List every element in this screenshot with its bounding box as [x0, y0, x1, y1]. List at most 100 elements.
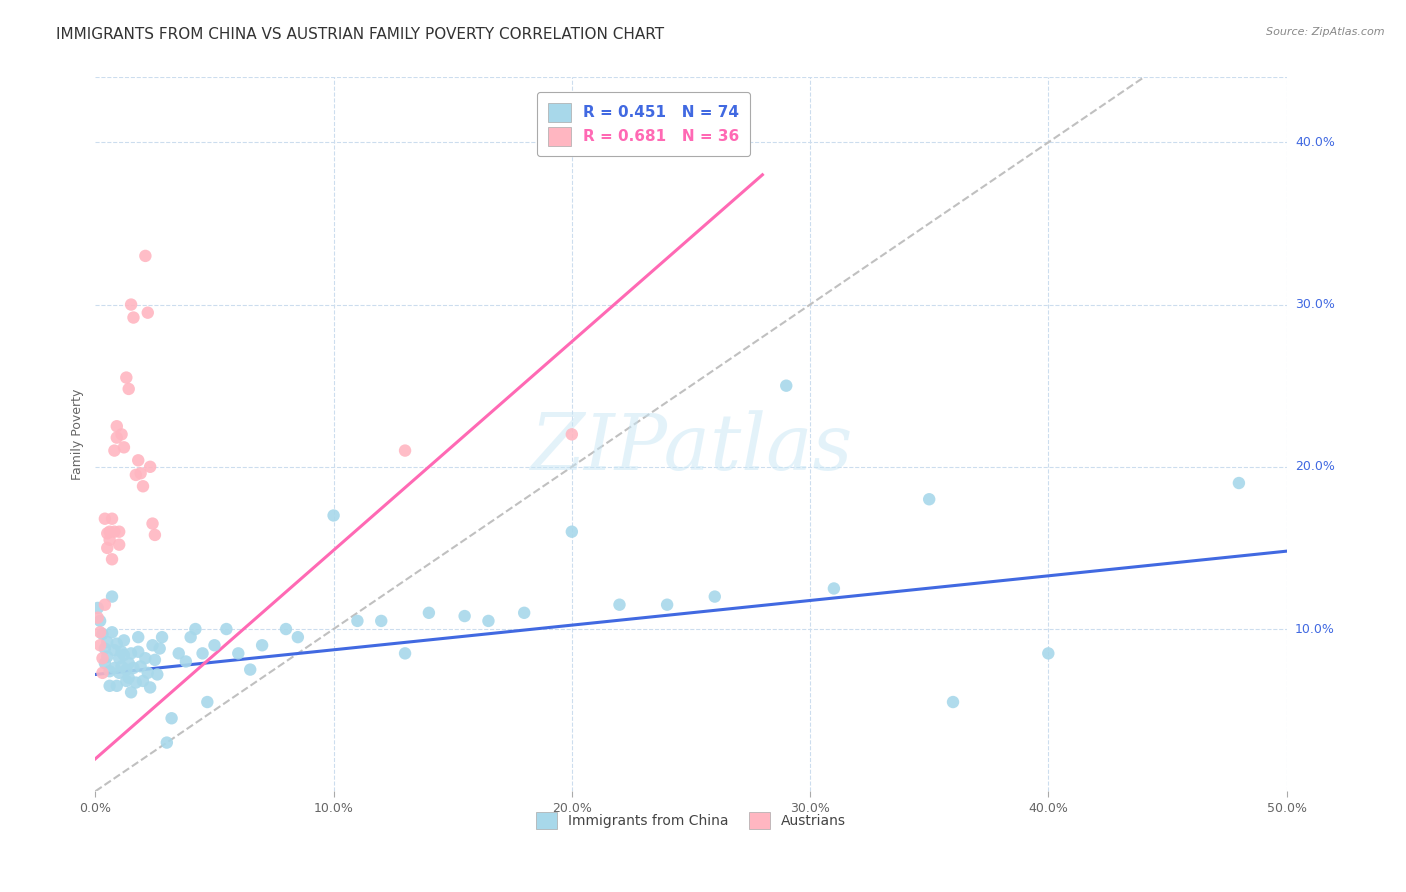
Point	[108, 651, 131, 665]
Point	[98, 664, 121, 678]
Point	[94, 656, 117, 670]
Point	[118, 382, 141, 396]
Point	[120, 297, 142, 311]
Point	[180, 630, 202, 644]
Point	[160, 711, 183, 725]
Point	[98, 533, 121, 547]
Text: ZIPatlas: ZIPatlas	[530, 410, 852, 487]
Point	[87, 610, 110, 624]
Point	[103, 443, 125, 458]
Point	[141, 638, 163, 652]
Point	[105, 679, 128, 693]
Point	[108, 524, 131, 539]
Point	[105, 637, 128, 651]
Point	[453, 609, 475, 624]
Point	[136, 665, 159, 680]
Point	[94, 598, 117, 612]
Point	[115, 370, 138, 384]
Point	[103, 524, 125, 539]
Point	[101, 512, 124, 526]
Text: 10.0%: 10.0%	[1295, 623, 1334, 635]
Point	[239, 663, 262, 677]
Point	[101, 625, 124, 640]
Point	[184, 622, 207, 636]
Point	[394, 646, 416, 660]
Point	[112, 648, 135, 662]
Point	[120, 685, 142, 699]
Point	[1227, 476, 1250, 491]
Legend: Immigrants from China, Austrians: Immigrants from China, Austrians	[530, 806, 852, 834]
Point	[101, 552, 124, 566]
Text: 20.0%: 20.0%	[1295, 460, 1334, 474]
Point	[195, 695, 218, 709]
Point	[98, 679, 121, 693]
Point	[105, 419, 128, 434]
Point	[703, 590, 725, 604]
Point	[110, 659, 132, 673]
Point	[226, 646, 249, 660]
Point	[127, 645, 149, 659]
Point	[561, 524, 583, 539]
Point	[322, 508, 344, 523]
Point	[141, 516, 163, 531]
Point	[118, 656, 141, 670]
Point	[775, 378, 797, 392]
Point	[115, 663, 138, 677]
Point	[110, 427, 132, 442]
Text: IMMIGRANTS FROM CHINA VS AUSTRIAN FAMILY POVERTY CORRELATION CHART: IMMIGRANTS FROM CHINA VS AUSTRIAN FAMILY…	[56, 27, 665, 42]
Point	[477, 614, 499, 628]
Point	[215, 622, 238, 636]
Point	[96, 541, 118, 555]
Point	[129, 659, 152, 673]
Point	[89, 625, 111, 640]
Point	[132, 479, 155, 493]
Point	[609, 598, 631, 612]
Text: Source: ZipAtlas.com: Source: ZipAtlas.com	[1267, 27, 1385, 37]
Point	[101, 590, 124, 604]
Text: 30.0%: 30.0%	[1295, 298, 1334, 311]
Point	[94, 641, 117, 656]
Point	[274, 622, 297, 636]
Point	[125, 467, 148, 482]
Point	[91, 651, 114, 665]
Point	[174, 655, 197, 669]
Point	[108, 665, 131, 680]
Point	[823, 582, 845, 596]
Point	[139, 459, 162, 474]
Point	[110, 645, 132, 659]
Point	[103, 643, 125, 657]
Point	[139, 681, 162, 695]
Point	[134, 249, 156, 263]
Point	[122, 310, 145, 325]
Point	[204, 638, 226, 652]
Point	[108, 538, 131, 552]
Point	[89, 614, 111, 628]
Point	[120, 646, 142, 660]
Point	[118, 671, 141, 685]
Point	[287, 630, 309, 644]
Text: 40.0%: 40.0%	[1295, 136, 1334, 149]
Point	[134, 651, 156, 665]
Point	[94, 512, 117, 526]
Point	[1038, 646, 1060, 660]
Point	[942, 695, 965, 709]
Point	[96, 526, 118, 541]
Point	[125, 675, 148, 690]
Point	[143, 653, 166, 667]
Point	[89, 638, 111, 652]
Point	[146, 667, 169, 681]
Point	[418, 606, 440, 620]
Point	[918, 492, 941, 507]
Point	[370, 614, 392, 628]
Point	[115, 673, 138, 688]
Point	[346, 614, 368, 628]
Point	[132, 673, 155, 688]
Point	[87, 601, 110, 615]
Point	[149, 641, 172, 656]
Point	[96, 649, 118, 664]
Point	[513, 606, 536, 620]
Point	[103, 661, 125, 675]
Point	[143, 528, 166, 542]
Point	[129, 467, 152, 481]
Point	[105, 431, 128, 445]
